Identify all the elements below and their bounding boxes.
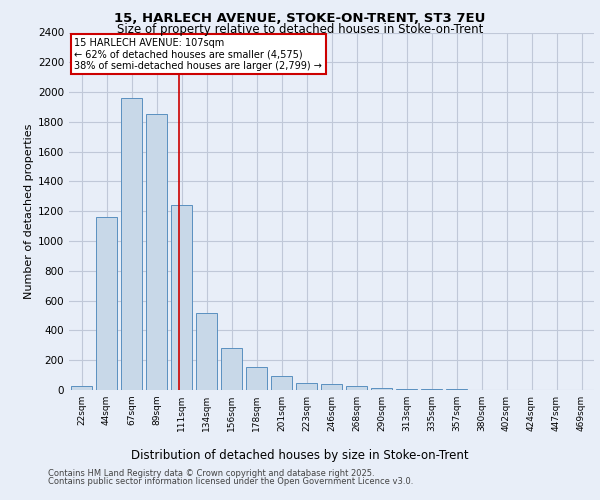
Bar [271, 376, 292, 390]
Text: Distribution of detached houses by size in Stoke-on-Trent: Distribution of detached houses by size … [131, 450, 469, 462]
Text: 15, HARLECH AVENUE, STOKE-ON-TRENT, ST3 7EU: 15, HARLECH AVENUE, STOKE-ON-TRENT, ST3 … [115, 12, 485, 26]
Bar [171, 206, 192, 390]
Bar [346, 386, 367, 390]
Bar [371, 388, 392, 390]
Bar [221, 348, 242, 390]
Text: Size of property relative to detached houses in Stoke-on-Trent: Size of property relative to detached ho… [117, 22, 483, 36]
Bar [321, 384, 342, 390]
Bar [146, 114, 167, 390]
Bar [296, 382, 317, 390]
Text: Contains HM Land Registry data © Crown copyright and database right 2025.: Contains HM Land Registry data © Crown c… [48, 468, 374, 477]
Bar [396, 388, 417, 390]
Bar [121, 98, 142, 390]
Y-axis label: Number of detached properties: Number of detached properties [24, 124, 34, 299]
Text: Contains public sector information licensed under the Open Government Licence v3: Contains public sector information licen… [48, 477, 413, 486]
Bar [96, 217, 117, 390]
Text: 15 HARLECH AVENUE: 107sqm
← 62% of detached houses are smaller (4,575)
38% of se: 15 HARLECH AVENUE: 107sqm ← 62% of detac… [74, 38, 322, 71]
Bar [246, 367, 267, 390]
Bar [71, 386, 92, 390]
Bar [196, 312, 217, 390]
